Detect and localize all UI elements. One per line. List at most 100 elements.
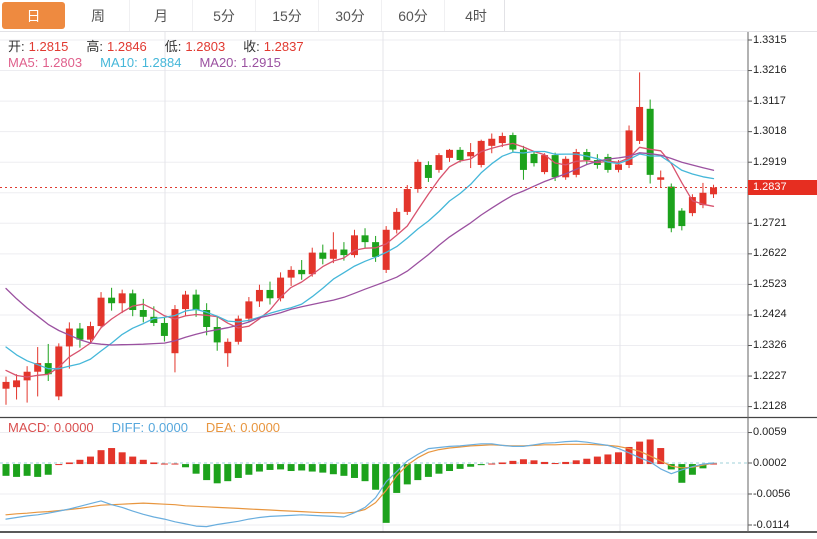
macd-hist-bar xyxy=(329,464,337,475)
macd-hist-bar xyxy=(298,464,306,471)
macd-hist-bar xyxy=(382,464,390,523)
macd-hist-bar xyxy=(583,458,591,465)
candle-body xyxy=(393,211,401,230)
price-axis-label: 1.2128 xyxy=(753,400,787,413)
candle-body xyxy=(625,130,633,165)
candle-body xyxy=(382,229,390,270)
macd-hist-bar xyxy=(551,463,559,465)
price-axis-label: 1.3018 xyxy=(753,125,787,138)
legend-item: MA20: 1.2915 xyxy=(199,55,281,70)
candle-body xyxy=(192,294,200,311)
price-axis-label: 1.3117 xyxy=(753,94,786,107)
macd-hist-bar xyxy=(287,464,295,472)
macd-hist-bar xyxy=(319,464,327,473)
macd-hist-bar xyxy=(625,446,633,465)
macd-hist-bar xyxy=(86,456,94,465)
macd-hist-bar xyxy=(13,464,21,477)
candle-body xyxy=(287,269,295,278)
candle-body xyxy=(678,210,686,227)
candle-body xyxy=(562,158,570,178)
macd-hist-bar xyxy=(541,461,549,465)
macd-hist-bar xyxy=(171,463,179,465)
macd-hist-bar xyxy=(44,464,52,475)
candle-body xyxy=(23,371,31,381)
macd-hist-bar xyxy=(308,464,316,472)
ohlc-legend: 开: 1.2815 高: 1.2846 低: 1.2803 收: 1.2837 xyxy=(8,36,322,55)
candle-body xyxy=(350,235,358,256)
candle-body xyxy=(657,177,665,180)
macd-hist-bar xyxy=(699,464,707,469)
tab-period-5[interactable]: 30分 xyxy=(319,0,382,31)
price-axis-label: 1.2523 xyxy=(753,277,787,290)
macd-hist-bar xyxy=(277,464,285,470)
macd-hist-bar xyxy=(65,462,73,465)
candle-body xyxy=(710,187,718,195)
tab-period-6[interactable]: 60分 xyxy=(382,0,445,31)
macd-hist-bar xyxy=(562,461,570,465)
macd-hist-bar xyxy=(340,464,348,476)
legend-item: 开: 1.2815 xyxy=(8,39,69,54)
macd-hist-bar xyxy=(498,462,506,465)
tab-period-1[interactable]: 周 xyxy=(67,0,130,31)
tab-period-0[interactable]: 日 xyxy=(2,2,65,29)
candle-body xyxy=(108,297,116,304)
macd-hist-bar xyxy=(224,464,232,482)
macd-hist-bar xyxy=(393,464,401,493)
candle-body xyxy=(667,186,675,229)
macd-hist-bar xyxy=(203,464,211,481)
candle-body xyxy=(308,252,316,275)
candle-body xyxy=(139,310,147,317)
macd-axis-label: 0.0059 xyxy=(753,426,787,439)
candle-body xyxy=(688,197,696,214)
candle-body xyxy=(361,235,369,243)
candle-body xyxy=(213,326,221,343)
candle-body xyxy=(203,310,211,327)
candle-body xyxy=(604,156,612,170)
candle-body xyxy=(372,242,380,257)
candle-body xyxy=(646,108,654,175)
macd-hist-bar xyxy=(509,460,517,465)
macd-hist-bar xyxy=(710,463,718,465)
candle-body xyxy=(551,155,559,178)
macd-hist-bar xyxy=(446,464,454,472)
macd-hist-bar xyxy=(646,439,654,465)
price-axis-label: 1.2622 xyxy=(753,247,787,260)
candle-body xyxy=(266,289,274,299)
candle-body xyxy=(435,155,443,170)
macd-hist-bar xyxy=(467,464,475,467)
macd-legend: MACD: 0.0000 DIFF: 0.0000 DEA: 0.0000 xyxy=(8,420,298,435)
macd-hist-bar xyxy=(213,464,221,484)
macd-hist-bar xyxy=(636,441,644,465)
candle-body xyxy=(182,294,190,310)
tab-period-3[interactable]: 5分 xyxy=(193,0,256,31)
macd-hist-bar xyxy=(614,452,622,465)
candle-body xyxy=(509,135,517,150)
macd-axis-label: 0.0002 xyxy=(753,456,787,469)
toolbar-empty-area xyxy=(505,0,817,32)
macd-hist-bar xyxy=(361,464,369,482)
macd-hist-bar xyxy=(255,464,263,472)
macd-hist-bar xyxy=(350,464,358,478)
price-axis-label: 1.3216 xyxy=(753,64,787,77)
price-axis-label: 1.2424 xyxy=(753,308,787,321)
candle-body xyxy=(488,138,496,146)
dea-line xyxy=(5,443,715,516)
price-axis-label: 1.2919 xyxy=(753,155,787,168)
macd-hist-bar xyxy=(477,464,485,466)
tab-period-2[interactable]: 月 xyxy=(130,0,193,31)
price-axis-label: 1.3315 xyxy=(753,33,787,46)
macd-hist-bar xyxy=(530,460,538,465)
candle-body xyxy=(55,346,63,397)
candle-body xyxy=(340,249,348,256)
candle-body xyxy=(171,309,179,354)
macd-hist-bar xyxy=(23,464,31,476)
legend-item: MACD: 0.0000 xyxy=(8,420,94,435)
macd-hist-bar xyxy=(604,454,612,465)
macd-hist-bar xyxy=(76,459,84,465)
macd-hist-bar xyxy=(519,459,527,465)
candle-body xyxy=(76,328,84,340)
tab-period-4[interactable]: 15分 xyxy=(256,0,319,31)
period-tab-bar: 日周月 5分 15分 30分 60分 4时 xyxy=(0,0,508,32)
macd-hist-bar xyxy=(572,460,580,465)
